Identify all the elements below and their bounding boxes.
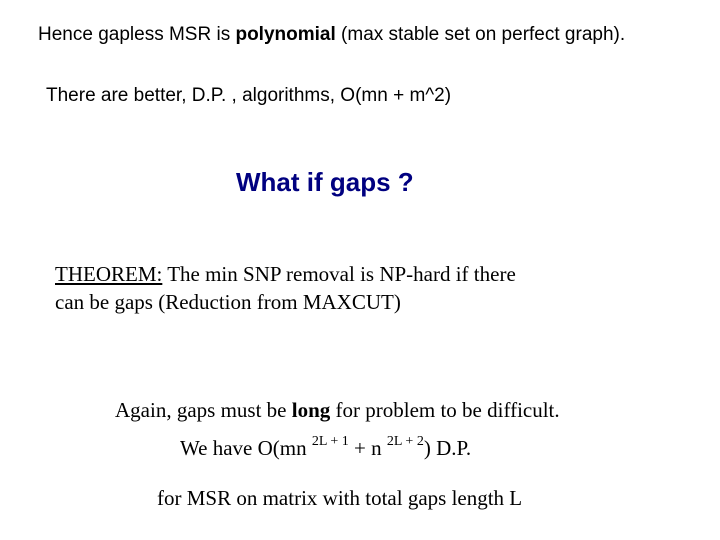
intro-line-2: There are better, D.P. , algorithms, O(m…: [46, 85, 451, 107]
text-segment: for problem to be difficult.: [330, 398, 559, 422]
text-bold: polynomial: [235, 24, 335, 45]
text-bold: long: [292, 398, 331, 422]
theorem-text: can be gaps (Reduction from MAXCUT): [55, 290, 401, 314]
conclusion-line-2: for MSR on matrix with total gaps length…: [157, 486, 522, 511]
text-segment: We have O(mn: [180, 436, 312, 460]
conclusion-line-1: Again, gaps must be long for problem to …: [115, 398, 560, 423]
text-segment: (max stable set on perfect graph).: [336, 24, 625, 45]
exponent: 2L + 1: [312, 434, 349, 449]
text-segment: Hence gapless MSR is: [38, 24, 235, 45]
exponent: 2L + 2: [387, 434, 424, 449]
theorem-label: THEOREM:: [55, 262, 162, 286]
text-segment: Again, gaps must be: [115, 398, 292, 422]
theorem-block: THEOREM: The min SNP removal is NP-hard …: [55, 260, 655, 317]
text-segment: + n: [349, 436, 387, 460]
text-segment: ) D.P.: [424, 436, 471, 460]
theorem-text: The min SNP removal is NP-hard if there: [162, 262, 515, 286]
formula-line: We have O(mn 2L + 1 + n 2L + 2) D.P.: [180, 436, 471, 461]
intro-line-1: Hence gapless MSR is polynomial (max sta…: [38, 24, 625, 46]
section-heading: What if gaps ?: [236, 167, 414, 198]
